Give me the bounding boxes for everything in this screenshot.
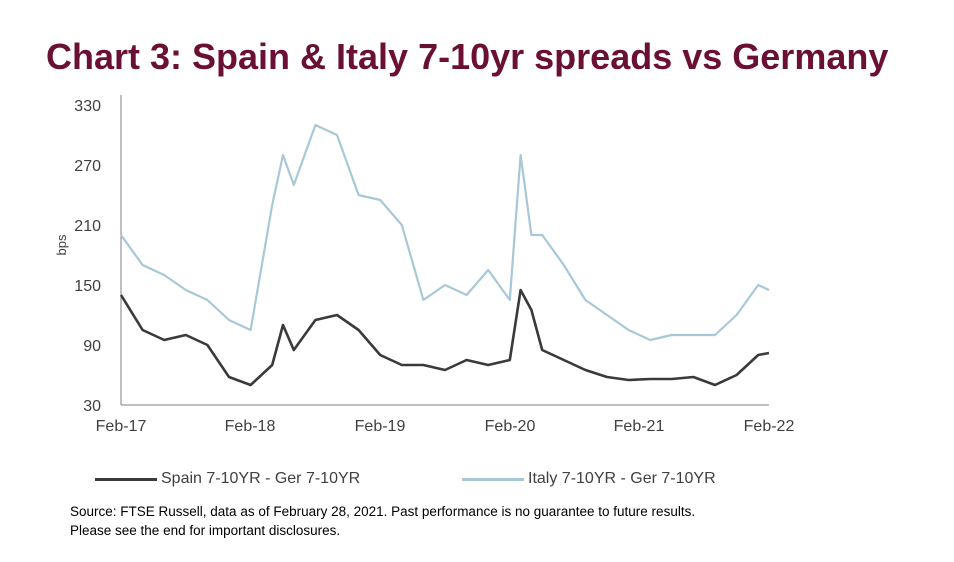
- legend-label: Spain 7-10YR - Ger 7-10YR: [161, 470, 361, 487]
- disclosure-line: Please see the end for important disclos…: [70, 523, 341, 538]
- x-tick-label: Feb-17: [96, 418, 147, 435]
- y-tick-label: 210: [74, 218, 101, 235]
- y-axis-title: bps: [54, 234, 69, 255]
- y-tick-labels: 330 270 210 150 90 30: [74, 98, 101, 415]
- y-tick-label: 330: [74, 98, 101, 115]
- legend-item-spain: Spain 7-10YR - Ger 7-10YR: [95, 470, 360, 488]
- series-line-spain: [119, 288, 770, 387]
- legend-item-italy: Italy 7-10YR - Ger 7-10YR: [462, 470, 716, 488]
- x-tick-label: Feb-20: [485, 418, 536, 435]
- y-tick-label: 30: [83, 398, 101, 415]
- series-line-italy: [120, 123, 770, 342]
- y-tick-label: 90: [83, 338, 101, 355]
- x-tick-labels: Feb-17 Feb-18 Feb-19 Feb-20 Feb-21 Feb-2…: [96, 418, 795, 435]
- legend: Spain 7-10YR - Ger 7-10YR Italy 7-10YR -…: [0, 470, 954, 494]
- source-line: Source: FTSE Russell, data as of Februar…: [70, 504, 696, 519]
- y-tick-label: 270: [74, 158, 101, 175]
- y-tick-label: 150: [74, 278, 101, 295]
- legend-swatch: [95, 477, 157, 481]
- x-tick-label: Feb-19: [355, 418, 406, 435]
- x-tick-label: Feb-22: [744, 418, 795, 435]
- x-tick-label: Feb-18: [225, 418, 276, 435]
- source-note: Source: FTSE Russell, data as of Februar…: [70, 502, 695, 540]
- chart-title: Chart 3: Spain & Italy 7-10yr spreads vs…: [46, 36, 889, 77]
- legend-swatch: [462, 477, 524, 481]
- x-tick-label: Feb-21: [614, 418, 665, 435]
- line-chart: 330 270 210 150 90 30 bps Feb-17 Feb-18 …: [54, 95, 795, 435]
- legend-label: Italy 7-10YR - Ger 7-10YR: [528, 470, 716, 487]
